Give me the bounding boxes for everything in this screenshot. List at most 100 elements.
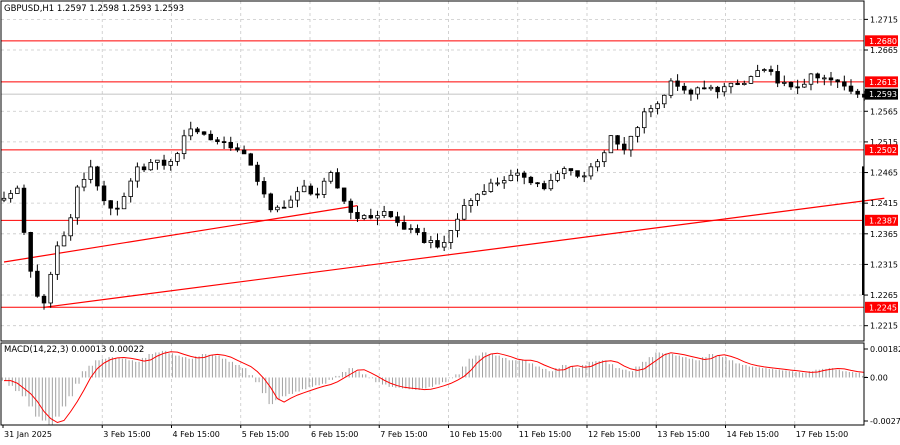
candle-body bbox=[241, 149, 247, 155]
candle-body bbox=[468, 200, 474, 206]
candle-body bbox=[208, 133, 213, 141]
macd-tick-label: -0.00278 bbox=[870, 417, 900, 426]
candle-body bbox=[275, 206, 280, 211]
price-tick-label: 1.2565 bbox=[870, 107, 898, 116]
candle-body bbox=[728, 82, 734, 88]
candle-body bbox=[782, 81, 787, 84]
candle-body bbox=[321, 180, 327, 195]
macd-header: MACD(14,22,3) 0.00013 0.00022 bbox=[4, 345, 144, 355]
candle-body bbox=[808, 73, 814, 85]
candle-body bbox=[355, 212, 360, 219]
macd-pane bbox=[1, 350, 867, 425]
candle-body bbox=[775, 71, 780, 84]
candle-body bbox=[375, 215, 380, 219]
price-tick-label: 1.2665 bbox=[870, 46, 898, 55]
candle-body bbox=[628, 135, 634, 151]
candle-body bbox=[421, 232, 427, 243]
candle-body bbox=[21, 187, 27, 233]
candle-body bbox=[41, 295, 47, 304]
level-label: 1.2680 bbox=[869, 37, 897, 46]
time-tick-label: 14 Feb 15:00 bbox=[727, 430, 779, 439]
price-tick-label: 1.2715 bbox=[870, 15, 898, 24]
time-tick-label: 17 Feb 15:00 bbox=[796, 430, 848, 439]
candle-body bbox=[448, 230, 454, 243]
candle-body bbox=[328, 172, 334, 182]
candle-body bbox=[461, 205, 467, 220]
candle-body bbox=[561, 168, 567, 175]
candle-body bbox=[155, 159, 160, 163]
candle-body bbox=[88, 166, 93, 180]
candle-body bbox=[648, 108, 654, 113]
candle-body bbox=[428, 240, 434, 243]
candle-body bbox=[361, 215, 367, 219]
candle-body bbox=[308, 185, 314, 195]
current-price-label: 1.2593 bbox=[869, 90, 897, 99]
labels: GBPUSD,H1 1.2597 1.2598 1.2593 1.2593 MA… bbox=[4, 4, 184, 355]
candle-body bbox=[575, 170, 580, 177]
candle-body bbox=[401, 222, 407, 230]
candle-body bbox=[175, 153, 180, 162]
candle-body bbox=[415, 228, 420, 233]
candle-body bbox=[708, 86, 714, 90]
candle-body bbox=[748, 76, 754, 84]
candle-body bbox=[55, 245, 60, 275]
candle-body bbox=[441, 242, 447, 248]
time-tick-label: 12 Feb 15:00 bbox=[588, 430, 640, 439]
candle-body bbox=[381, 211, 387, 216]
candle-body bbox=[815, 73, 820, 79]
candle-body bbox=[295, 191, 300, 201]
candle-body bbox=[348, 200, 354, 213]
candle-body bbox=[642, 111, 647, 129]
candle-body bbox=[601, 152, 607, 163]
candle-body bbox=[481, 191, 487, 195]
time-tick-label: 6 Feb 15:00 bbox=[311, 430, 358, 439]
price-pane bbox=[1, 40, 885, 310]
candle-body bbox=[695, 87, 700, 95]
candle-body bbox=[188, 128, 193, 137]
candle-body bbox=[788, 81, 794, 88]
candle-body bbox=[488, 182, 494, 192]
time-tick-label: 4 Feb 15:00 bbox=[173, 430, 220, 439]
candle-body bbox=[521, 172, 527, 178]
level-label-bg bbox=[865, 76, 898, 88]
candle-body bbox=[668, 80, 674, 96]
candle-body bbox=[335, 172, 340, 189]
candle-body bbox=[48, 273, 53, 304]
candle-body bbox=[121, 196, 127, 210]
candle-body bbox=[568, 168, 574, 172]
time-tick-label: 5 Feb 15:00 bbox=[242, 430, 289, 439]
candle-body bbox=[168, 160, 173, 166]
candle-body bbox=[195, 128, 200, 133]
current-price-label-bg bbox=[865, 88, 898, 100]
candle-body bbox=[101, 185, 107, 202]
candle-body bbox=[715, 86, 720, 93]
candle-body bbox=[528, 176, 534, 184]
candle-body bbox=[115, 207, 120, 210]
candle-body bbox=[555, 173, 560, 181]
candle-body bbox=[75, 186, 80, 219]
candle-body bbox=[835, 79, 840, 83]
candle-body bbox=[855, 90, 860, 95]
candle-body bbox=[28, 232, 33, 272]
candle-body bbox=[248, 153, 253, 166]
candle-body bbox=[108, 200, 113, 209]
candle-body bbox=[515, 172, 520, 176]
level-label-bg bbox=[865, 144, 898, 156]
candle-body bbox=[762, 69, 767, 71]
candle-body bbox=[588, 166, 594, 177]
candle-body bbox=[435, 240, 440, 248]
level-label-bg bbox=[865, 214, 898, 226]
macd-tick-label: 0.00 bbox=[870, 373, 888, 382]
candle-body bbox=[68, 217, 73, 237]
candle-body bbox=[662, 94, 667, 105]
candle-body bbox=[548, 179, 554, 190]
macd-pane-frame bbox=[0, 342, 865, 426]
candle-body bbox=[35, 270, 40, 297]
candle-body bbox=[395, 216, 400, 223]
candle-body bbox=[608, 135, 614, 154]
candle-body bbox=[535, 182, 540, 185]
candle-body bbox=[768, 69, 774, 72]
